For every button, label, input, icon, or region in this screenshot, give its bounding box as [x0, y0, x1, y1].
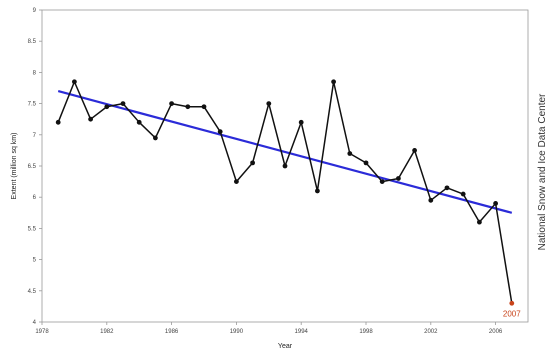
y-tick-label: 7.5: [28, 102, 37, 108]
data-point: [217, 129, 223, 135]
y-tick-label: 4.5: [28, 289, 37, 295]
y-tick-label: 5.5: [28, 226, 37, 232]
data-point: [250, 160, 256, 166]
data-point: [201, 104, 207, 110]
y-axis-title: Extent (million sq km): [11, 133, 18, 200]
side-credit-text: National Snow and Ice Data Center: [537, 93, 548, 250]
x-tick-label: 1990: [230, 329, 244, 335]
series-line: [57, 81, 513, 304]
data-point: [509, 300, 515, 306]
data-point: [331, 79, 336, 85]
data-point: [460, 191, 466, 197]
y-tick-label: 4: [33, 320, 37, 326]
data-point: [169, 101, 175, 106]
data-point: [88, 116, 93, 122]
data-point: [72, 79, 77, 85]
data-point: [266, 101, 272, 106]
x-tick-label: 1994: [295, 329, 309, 335]
y-tick-label: 5: [33, 258, 37, 264]
data-point: [363, 160, 369, 166]
x-tick-label: 1978: [35, 329, 49, 335]
y-tick-label: 6.5: [28, 164, 37, 170]
x-tick-label: 2006: [489, 329, 503, 335]
x-tick-label: 2002: [424, 329, 438, 335]
data-point: [120, 101, 126, 106]
y-tick-label: 7: [33, 133, 37, 139]
trend-line: [57, 90, 513, 214]
data-point: [298, 119, 304, 125]
y-tick-label: 8: [33, 70, 37, 76]
y-tick-label: 8.5: [28, 39, 37, 45]
data-point: [185, 104, 191, 110]
x-tick-label: 1982: [100, 329, 114, 335]
y-tick-label: 9: [33, 8, 37, 14]
data-point: [347, 151, 353, 156]
data-point: [428, 197, 434, 203]
data-point: [444, 185, 450, 191]
data-point: [493, 201, 498, 206]
data-point: [136, 119, 142, 125]
data-point: [379, 179, 385, 185]
data-point: [396, 176, 401, 181]
data-point: [282, 163, 288, 169]
data-point: [153, 135, 158, 141]
data-point: [412, 148, 417, 153]
y-tick-label: 6: [33, 195, 37, 201]
x-tick-label: 1998: [359, 329, 373, 335]
data-point: [104, 104, 110, 110]
x-axis-title: Year: [278, 343, 293, 350]
highlight-label: 2007: [503, 309, 521, 318]
data-point: [234, 179, 239, 185]
x-tick-label: 1986: [165, 329, 179, 335]
data-point: [477, 219, 482, 225]
data-point: [315, 188, 320, 194]
data-point: [55, 119, 61, 125]
